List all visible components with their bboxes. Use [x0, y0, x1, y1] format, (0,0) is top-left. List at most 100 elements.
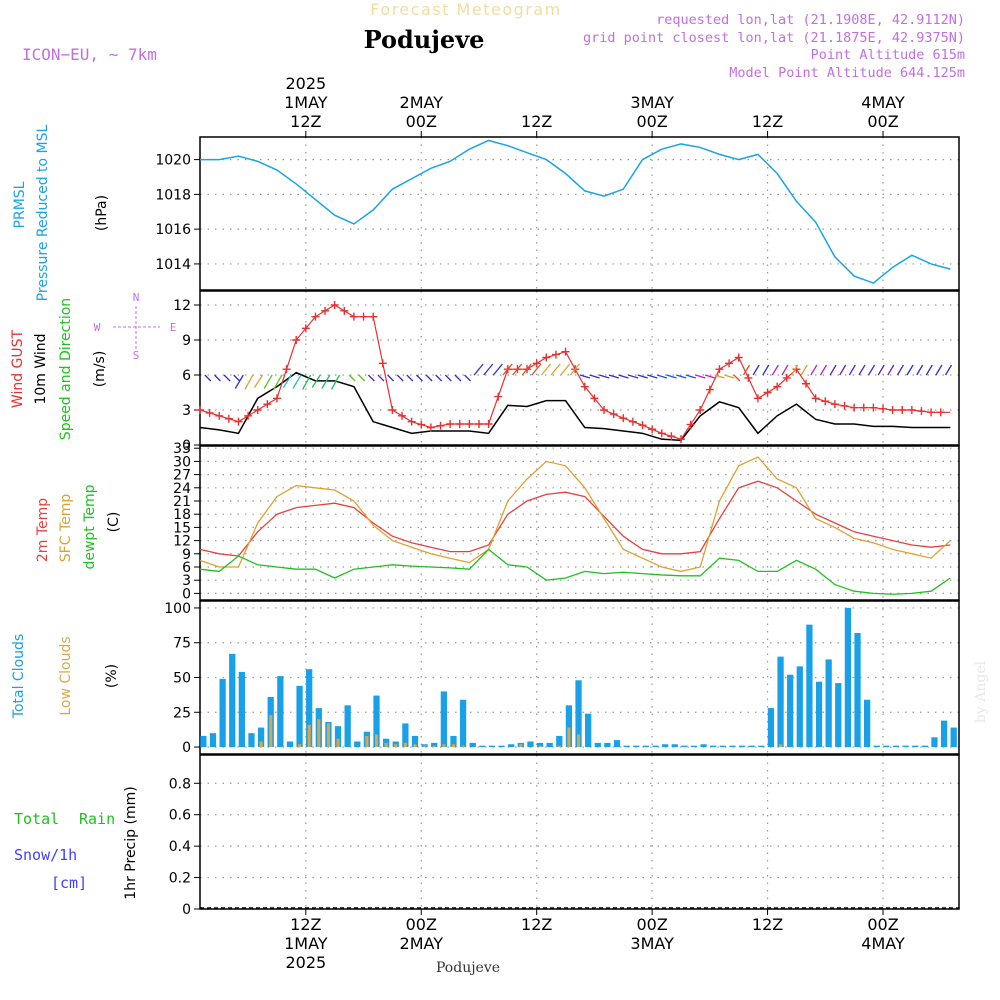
- wind-direction-arrow: [858, 364, 866, 376]
- low-cloud-bar: [365, 735, 369, 748]
- wind-direction-arrow: [724, 374, 735, 379]
- wind-direction-arrow: [791, 364, 799, 376]
- total-cloud-bar: [306, 669, 313, 748]
- gust-marker: [542, 353, 551, 362]
- total-cloud-bar: [459, 699, 467, 748]
- gust-marker: [840, 401, 849, 410]
- signature: by Angel: [973, 660, 989, 723]
- total-cloud-bar: [710, 745, 717, 748]
- total-cloud-bar: [200, 735, 207, 748]
- y-tick-label: 27: [173, 468, 191, 484]
- y-tick-label: 1018: [155, 187, 191, 203]
- wind-direction-arrow: [695, 374, 706, 379]
- y-tick-label: 0.6: [169, 808, 191, 824]
- wind-direction-arrow: [829, 364, 837, 376]
- bottom-tick-label: 2025: [285, 953, 326, 972]
- total-cloud-bar: [469, 742, 476, 748]
- wind-direction-arrow: [589, 374, 600, 379]
- low-cloud-bar: [394, 744, 398, 748]
- gust-marker: [907, 406, 916, 414]
- wind-direction-arrow: [425, 374, 433, 382]
- gust-marker: [773, 382, 782, 391]
- wind-direction-arrow: [839, 364, 847, 376]
- model-label: ICON−EU, ∼ 7km: [22, 45, 157, 64]
- gust-marker: [869, 403, 878, 412]
- total-cloud-bar: [835, 683, 842, 748]
- wind-direction-arrow: [273, 374, 283, 390]
- y-tick-label: 3: [182, 403, 191, 419]
- total-cloud-bar: [431, 742, 438, 748]
- gust-marker: [830, 400, 839, 409]
- low-cloud-bar: [442, 744, 446, 748]
- total-cloud-bar: [767, 708, 775, 748]
- y-tick-label: 50: [173, 671, 191, 687]
- total-cloud-bar: [748, 745, 755, 748]
- total-cloud-bar: [806, 624, 813, 748]
- total-cloud-bar: [854, 632, 861, 748]
- wind-direction-arrow: [435, 374, 443, 382]
- gust-marker: [850, 403, 859, 412]
- total-cloud-bar: [873, 745, 880, 748]
- clouds-panel: Total Clouds Low Clouds (%) 0 25 50 75 100: [11, 600, 960, 756]
- gust-marker: [561, 347, 570, 356]
- wind-direction-arrow: [204, 374, 212, 382]
- gust-marker: [369, 312, 378, 321]
- wind-direction-arrow: [848, 364, 856, 376]
- wind-direction-arrow: [540, 363, 552, 376]
- total-cloud-bar: [796, 666, 803, 748]
- gust-marker: [715, 365, 724, 374]
- total-cloud-bar: [931, 737, 938, 748]
- wind-direction-arrow: [415, 374, 423, 382]
- wind-direction-arrow: [213, 374, 221, 382]
- clouds-unit: (%): [104, 664, 120, 688]
- bottom-tick-label: 00Z: [406, 915, 437, 934]
- top-tick-label: 00Z: [867, 112, 898, 131]
- total-cloud-bar: [738, 745, 746, 748]
- gust-marker: [936, 408, 945, 417]
- gust-marker: [292, 336, 301, 344]
- wind-direction-arrow: [887, 364, 895, 376]
- wind-direction-arrow: [292, 374, 302, 389]
- top-tick-label: 1MAY: [284, 93, 328, 112]
- gust-marker: [879, 404, 888, 413]
- compass-s: S: [133, 349, 140, 362]
- wind-direction-arrow: [263, 374, 273, 389]
- wind-direction-arrow: [396, 374, 404, 382]
- wind-direction-arrow: [733, 374, 741, 382]
- y-tick-label: 15: [173, 520, 191, 536]
- y-tick-label: 0.4: [169, 839, 191, 855]
- top-tick-label: 00Z: [636, 112, 667, 131]
- low-cloud-bar: [269, 715, 273, 748]
- total-cloud-bar: [652, 745, 659, 748]
- wind-direction-arrow: [234, 374, 244, 389]
- gust-marker: [782, 373, 791, 382]
- top-tick-label: 12Z: [752, 112, 783, 131]
- temp-unit: (C): [106, 512, 122, 533]
- low-cloud-bar: [374, 734, 379, 748]
- temp-2m-label: 2m Temp: [35, 498, 51, 562]
- low-cloud-bar: [384, 742, 388, 748]
- gust-marker: [628, 417, 637, 426]
- wind-direction-arrow: [637, 374, 648, 379]
- sfc-temp-line: [199, 456, 951, 573]
- gust-marker: [455, 420, 464, 428]
- wind-direction-arrow: [569, 363, 580, 376]
- gust-marker: [398, 411, 407, 420]
- low-cloud-bar: [317, 719, 321, 748]
- wind-direction-arrow: [311, 374, 321, 388]
- wind-dir-label: Speed and Direction: [58, 298, 74, 440]
- total-cloud-bar: [238, 671, 245, 748]
- total-cloud-bar: [700, 744, 707, 748]
- gust-marker: [436, 421, 445, 430]
- wind-direction-arrow: [377, 374, 385, 382]
- panel-frame: [199, 445, 960, 601]
- wind-panel: Wind GUST 10m Wind Speed and Direction (…: [10, 290, 960, 454]
- total-cloud-bar: [585, 713, 592, 748]
- top-tick-label: 12Z: [521, 112, 552, 131]
- total-cloud-bar: [777, 656, 784, 748]
- total-cloud-bar: [681, 745, 688, 748]
- total-cloud-bar: [450, 735, 457, 748]
- total-cloud-bar: [892, 745, 900, 748]
- compass-e: E: [170, 321, 177, 334]
